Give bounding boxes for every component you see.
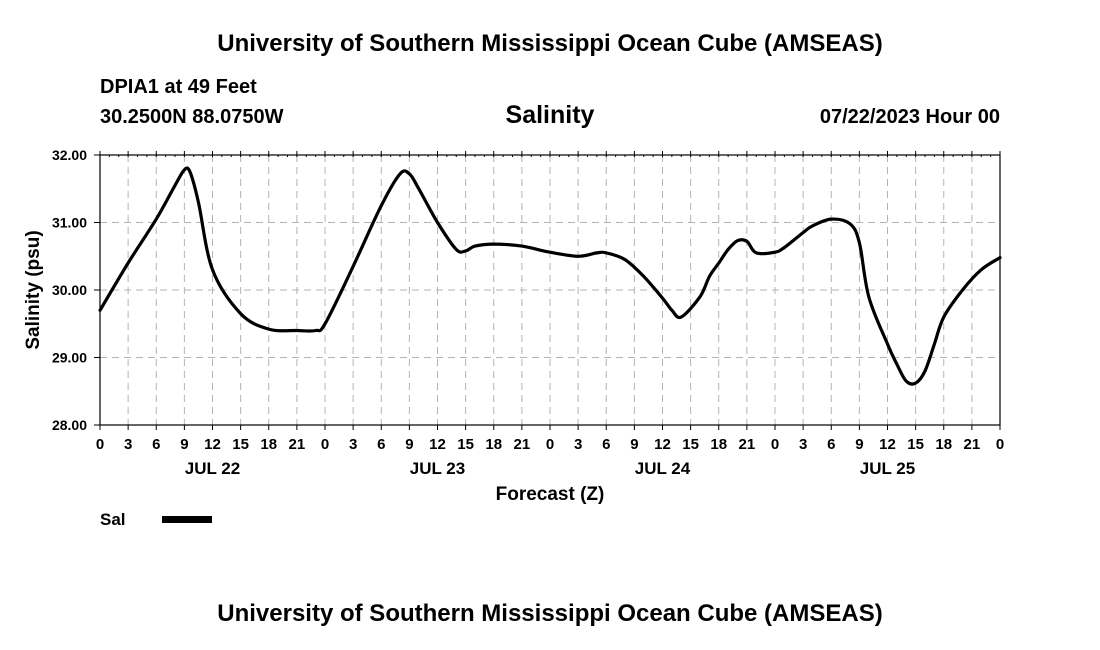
- y-tick-label: 30.00: [52, 282, 87, 298]
- bottom-title: University of Southern Mississippi Ocean…: [217, 600, 883, 627]
- y-tick-label: 28.00: [52, 417, 87, 433]
- x-tick-label: 0: [771, 436, 779, 453]
- y-axis-label: Salinity (psu): [23, 230, 44, 349]
- x-tick-label: 6: [602, 436, 610, 453]
- series-line-sal: [98, 166, 1002, 386]
- x-tick-label: 3: [799, 436, 807, 453]
- grid-lines: [100, 155, 1000, 425]
- day-label: JUL 22: [185, 459, 240, 478]
- x-tick-label: 18: [710, 436, 727, 453]
- y-axis-ticks: 28.00 29.00 30.00 31.00 32.00: [52, 147, 100, 433]
- x-tick-label: 0: [96, 436, 104, 453]
- x-tick-label: 15: [232, 436, 249, 453]
- x-tick-label: 15: [907, 436, 924, 453]
- x-tick-label: 9: [855, 436, 863, 453]
- x-tick-label: 3: [349, 436, 357, 453]
- day-label: JUL 24: [635, 459, 691, 478]
- forecast-datetime: 07/22/2023 Hour 00: [819, 106, 1000, 128]
- x-tick-label: 18: [485, 436, 502, 453]
- x-tick-label: 9: [180, 436, 188, 453]
- x-axis-label: Forecast (Z): [496, 484, 605, 505]
- x-tick-label: 15: [682, 436, 699, 453]
- x-tick-label: 12: [204, 436, 221, 453]
- day-label: JUL 25: [860, 459, 915, 478]
- day-label: JUL 23: [410, 459, 465, 478]
- x-tick-label: 15: [457, 436, 474, 453]
- x-tick-label: 21: [289, 436, 306, 453]
- x-tick-label: 0: [996, 436, 1004, 453]
- x-tick-label: 18: [935, 436, 952, 453]
- x-tick-label: 21: [739, 436, 756, 453]
- x-tick-label: 0: [321, 436, 329, 453]
- x-tick-label: 0: [546, 436, 554, 453]
- station-label: DPIA1 at 49 Feet: [100, 76, 257, 98]
- x-tick-label: 9: [630, 436, 638, 453]
- series-layer: [98, 166, 1002, 386]
- top-title: University of Southern Mississippi Ocean…: [217, 30, 883, 57]
- x-tick-label: 21: [514, 436, 531, 453]
- y-tick-label: 32.00: [52, 147, 87, 163]
- legend-label-sal: Sal: [100, 510, 126, 529]
- x-tick-label: 12: [879, 436, 896, 453]
- x-tick-label: 21: [964, 436, 981, 453]
- x-tick-label: 6: [152, 436, 160, 453]
- day-labels: JUL 22 JUL 23 JUL 24 JUL 25: [185, 459, 915, 478]
- plot-frame: [99, 154, 1001, 426]
- x-tick-label: 12: [654, 436, 671, 453]
- x-tick-label: 6: [827, 436, 835, 453]
- x-tick-label: 3: [124, 436, 132, 453]
- x-tick-label: 3: [574, 436, 582, 453]
- x-tick-label: 6: [377, 436, 385, 453]
- y-tick-label: 29.00: [52, 350, 87, 366]
- coordinates-label: 30.2500N 88.0750W: [100, 106, 284, 128]
- x-tick-label: 18: [260, 436, 277, 453]
- y-tick-label: 31.00: [52, 215, 87, 231]
- x-tick-label: 9: [405, 436, 413, 453]
- chart-title: Salinity: [505, 101, 595, 129]
- legend-swatch-sal: [162, 516, 212, 523]
- x-tick-label: 12: [429, 436, 446, 453]
